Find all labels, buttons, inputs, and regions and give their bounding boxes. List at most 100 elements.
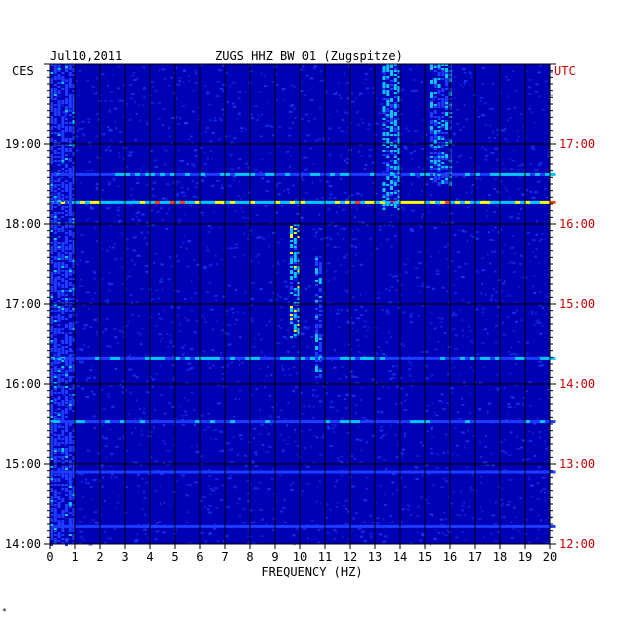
noise-band-cell	[61, 242, 65, 244]
noise-speckle	[540, 490, 542, 493]
noise-band-cell	[437, 184, 441, 186]
noise-speckle	[249, 320, 253, 323]
noise-speckle	[538, 163, 542, 166]
noise-speckle	[354, 512, 359, 515]
noise-band-cell	[65, 200, 68, 202]
noise-band-cell	[57, 296, 61, 298]
grid-lines	[49, 63, 551, 545]
noise-speckle	[276, 261, 279, 264]
noise-band-cell	[390, 192, 393, 194]
noise-speckle	[108, 289, 111, 292]
broadband-event-cell	[245, 356, 251, 360]
noise-speckle	[507, 294, 512, 297]
noise-speckle	[391, 481, 394, 484]
noise-speckle	[532, 422, 537, 425]
noise-speckle	[383, 493, 386, 496]
noise-band-cell	[50, 518, 53, 520]
noise-speckle	[534, 312, 537, 315]
noise-band-cell	[72, 64, 76, 66]
noise-band-cell	[293, 246, 297, 248]
noise-band-cell	[53, 360, 57, 362]
noise-speckle	[117, 341, 119, 344]
noise-speckle	[495, 159, 499, 162]
noise-speckle	[158, 312, 160, 315]
noise-speckle	[288, 165, 291, 168]
noise-speckle	[510, 521, 513, 524]
noise-band-cell	[437, 162, 441, 164]
noise-speckle	[501, 487, 503, 490]
noise-speckle	[82, 133, 85, 136]
noise-speckle	[163, 149, 168, 152]
noise-band-cell	[65, 92, 68, 94]
broadband-event-cell	[215, 172, 221, 176]
noise-speckle	[315, 500, 318, 503]
noise-speckle	[135, 301, 139, 304]
noise-band-cell	[50, 88, 53, 90]
noise-band-cell	[382, 108, 386, 110]
noise-speckle	[187, 79, 191, 82]
noise-band-cell	[50, 504, 53, 506]
noise-speckle	[537, 180, 541, 183]
noise-band-cell	[293, 308, 297, 310]
noise-band-cell	[293, 326, 297, 328]
noise-speckle	[215, 95, 220, 98]
noise-speckle	[117, 87, 120, 90]
noise-speckle	[401, 448, 406, 451]
noise-band-cell	[445, 128, 448, 130]
noise-speckle	[536, 482, 539, 485]
noise-band-cell	[315, 346, 318, 348]
noise-band-cell	[72, 354, 76, 356]
broadband-event-cell	[255, 524, 261, 528]
noise-band-cell	[53, 320, 57, 322]
noise-speckle	[354, 309, 358, 312]
noise-speckle	[545, 295, 550, 298]
noise-band-cell	[57, 412, 61, 414]
noise-speckle	[179, 159, 183, 162]
noise-band-cell	[61, 400, 65, 402]
noise-band-cell	[72, 504, 76, 506]
noise-speckle	[52, 333, 55, 336]
noise-speckle	[194, 481, 199, 484]
noise-band-cell	[68, 332, 72, 334]
noise-band-cell	[393, 134, 397, 136]
noise-speckle	[426, 502, 431, 505]
noise-band-cell	[61, 100, 65, 102]
noise-speckle	[315, 327, 319, 330]
broadband-event-cell	[160, 172, 166, 176]
noise-band-cell	[50, 256, 53, 258]
noise-speckle	[171, 321, 174, 324]
broadband-event-cell	[530, 524, 536, 528]
noise-band-cell	[68, 402, 72, 404]
noise-speckle	[87, 346, 89, 348]
broadband-event-cell	[445, 524, 451, 528]
noise-band-cell	[68, 518, 72, 520]
noise-speckle	[513, 246, 515, 249]
noise-speckle	[186, 103, 188, 106]
noise-band-cell	[290, 258, 293, 260]
noise-speckle	[207, 533, 210, 536]
noise-speckle	[259, 509, 263, 512]
noise-speckle	[242, 254, 246, 257]
noise-band-cell	[65, 372, 68, 374]
noise-band-cell	[65, 174, 68, 176]
noise-band-cell	[72, 462, 76, 464]
noise-band-cell	[430, 106, 433, 108]
noise-band-cell	[386, 198, 390, 200]
noise-band-cell	[437, 90, 441, 92]
noise-band-cell	[68, 140, 72, 142]
noise-band-cell	[68, 86, 72, 88]
noise-band-cell	[430, 136, 433, 138]
broadband-event-cell	[235, 524, 241, 528]
noise-speckle	[247, 541, 250, 544]
noise-speckle	[237, 497, 241, 500]
broadband-event-cell	[455, 172, 461, 176]
noise-speckle	[150, 150, 153, 153]
noise-speckle	[393, 151, 396, 154]
noise-band-cell	[57, 496, 61, 498]
noise-speckle	[462, 319, 464, 322]
noise-speckle	[534, 169, 539, 172]
noise-speckle	[254, 465, 258, 468]
noise-speckle	[475, 308, 479, 311]
noise-speckle	[465, 440, 470, 443]
noise-speckle	[94, 292, 97, 294]
